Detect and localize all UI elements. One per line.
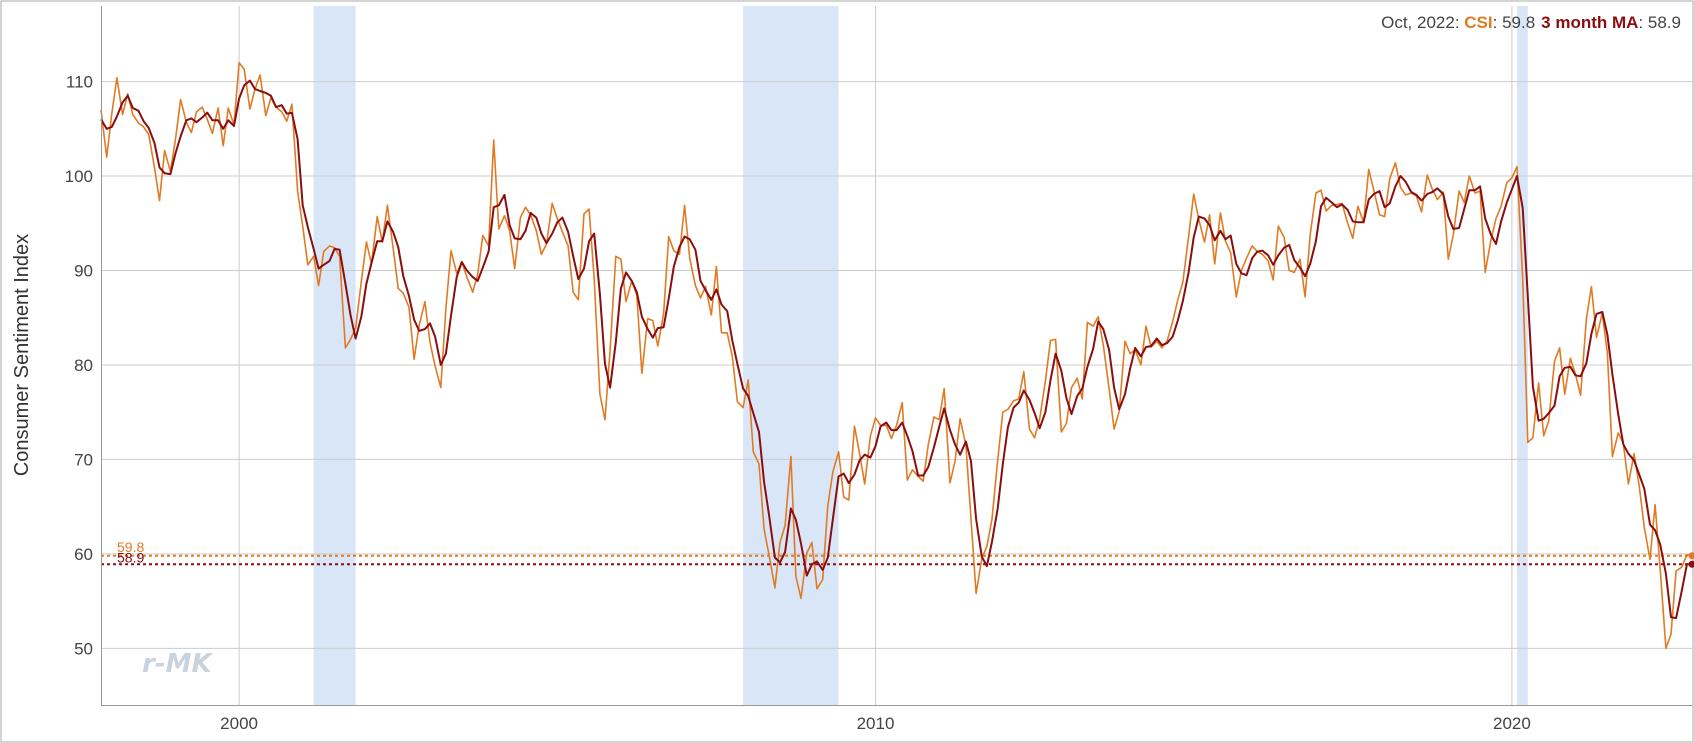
y-tick-label-90: 90 — [74, 261, 93, 280]
y-tick-labels: 50 60 70 80 90 100 110 — [65, 73, 93, 659]
header-readout: Oct, 2022: CSI: 59.8 3 month MA: 58.9 — [1381, 13, 1681, 32]
header-ma-value: : 58.9 — [1638, 13, 1681, 32]
y-tick-label-60: 60 — [74, 545, 93, 564]
header-ma-label: 3 month MA — [1541, 13, 1638, 32]
series-line-csi — [100, 61, 1693, 650]
header-csi-value: : 59.8 — [1493, 13, 1536, 32]
end-marker-3-month-ma — [1688, 560, 1694, 568]
series-lines — [100, 61, 1693, 650]
y-tick-label-100: 100 — [65, 167, 93, 186]
recession-band-2 — [743, 6, 839, 705]
y-tick-label-70: 70 — [74, 450, 93, 469]
grid-lines — [101, 6, 1692, 705]
recession-band-1 — [313, 6, 356, 705]
header-csi-label: CSI — [1464, 13, 1492, 32]
reference-label-csi: 59.8 — [117, 539, 144, 555]
header-separator: : — [1455, 13, 1464, 32]
x-tick-label-2010: 2010 — [857, 714, 895, 733]
reference-lines: 59.858.9 — [101, 539, 1692, 566]
recession-band-3 — [1516, 6, 1528, 705]
watermark: r-MK — [142, 649, 213, 679]
y-tick-label-80: 80 — [74, 356, 93, 375]
y-tick-label-110: 110 — [66, 73, 93, 92]
series-line-3-month-ma — [100, 79, 1692, 620]
end-markers — [1688, 552, 1694, 568]
end-marker-csi — [1688, 552, 1694, 560]
y-tick-label-50: 50 — [74, 639, 93, 658]
x-tick-label-2020: 2020 — [1493, 714, 1531, 733]
recession-bands — [313, 6, 1528, 705]
y-axis-title: Consumer Sentiment Index — [11, 234, 33, 476]
x-tick-labels: 2000 2010 2020 — [220, 714, 1531, 733]
header-date: Oct, 2022 — [1381, 13, 1455, 32]
reference-label-ma: 58.9 — [117, 549, 144, 565]
x-tick-label-2000: 2000 — [220, 714, 258, 733]
